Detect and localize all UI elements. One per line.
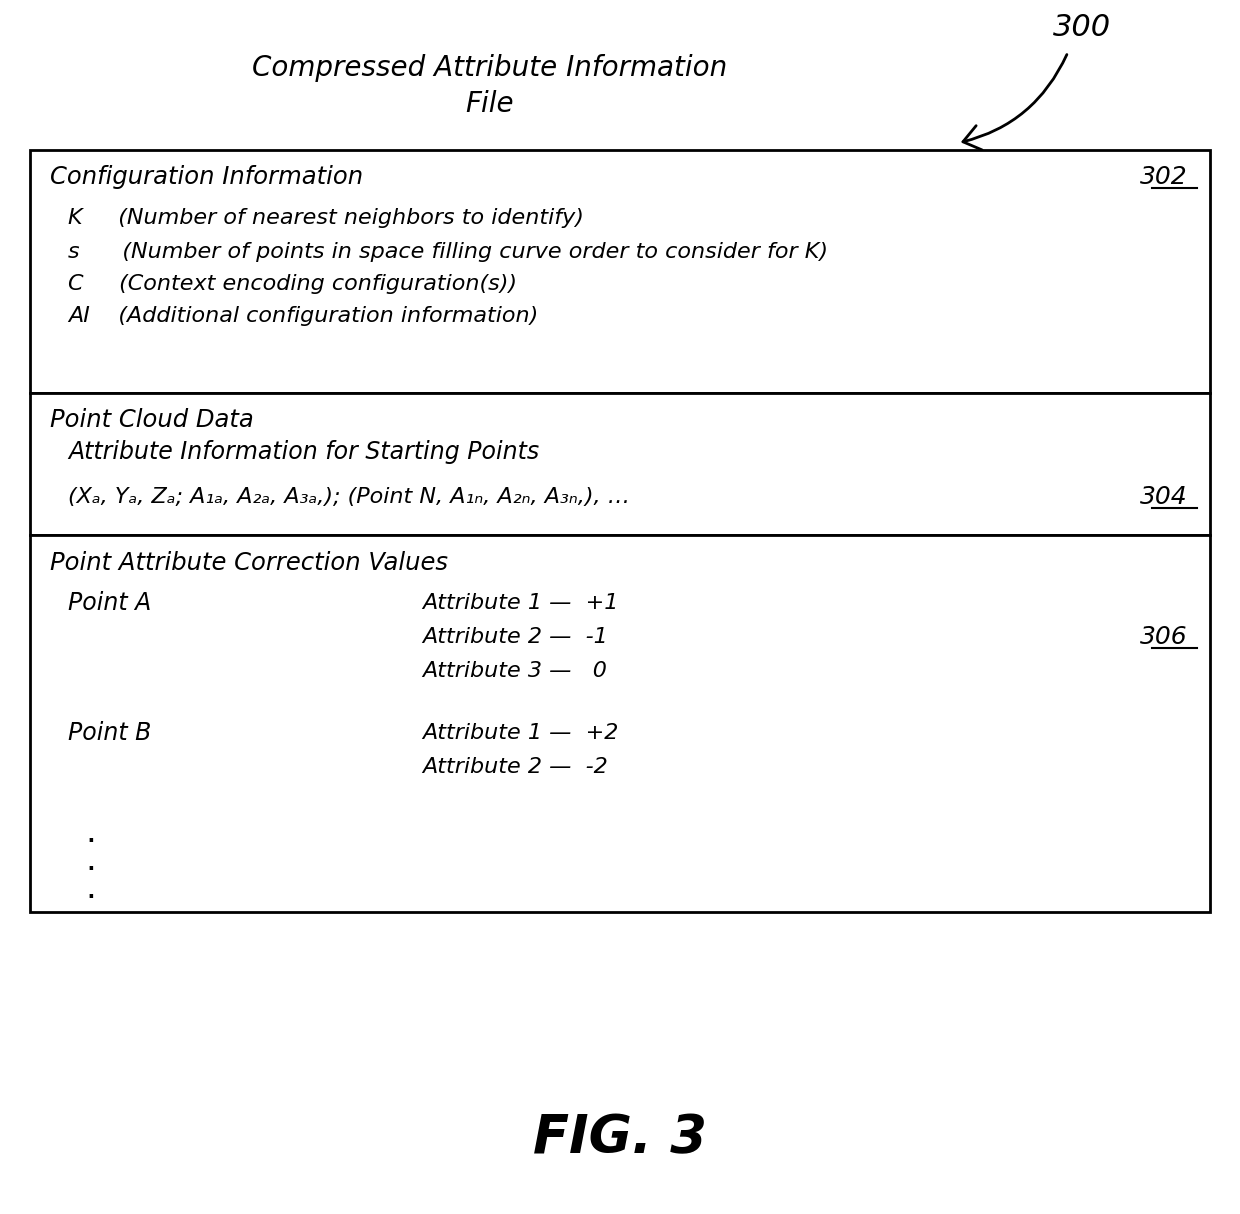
- Text: File: File: [466, 90, 515, 118]
- Text: Point A: Point A: [68, 591, 151, 615]
- Text: 302: 302: [1141, 165, 1188, 189]
- Text: FIG. 3: FIG. 3: [533, 1112, 707, 1164]
- Text: .: .: [86, 844, 95, 877]
- Text: Attribute 2 —  -1: Attribute 2 — -1: [422, 626, 608, 647]
- Text: .: .: [86, 872, 95, 904]
- Text: 300: 300: [1053, 13, 1111, 42]
- Text: 304: 304: [1141, 486, 1188, 509]
- Bar: [30, 535, 1210, 912]
- Bar: [30, 393, 1210, 535]
- Bar: [30, 151, 1210, 393]
- Text: Attribute 3 —   0: Attribute 3 — 0: [422, 660, 606, 681]
- Text: Point B: Point B: [68, 721, 151, 745]
- Text: Point Cloud Data: Point Cloud Data: [50, 408, 254, 432]
- Text: K     (Number of nearest neighbors to identify): K (Number of nearest neighbors to identi…: [68, 208, 584, 228]
- FancyArrowPatch shape: [963, 55, 1066, 151]
- Text: Point Attribute Correction Values: Point Attribute Correction Values: [50, 551, 448, 575]
- Text: Attribute 1 —  +2: Attribute 1 — +2: [422, 724, 619, 743]
- Text: (Xₐ, Yₐ, Zₐ; A₁ₐ, A₂ₐ, A₃ₐ,); (Point N, A₁ₙ, A₂ₙ, A₃ₙ,), …: (Xₐ, Yₐ, Zₐ; A₁ₐ, A₂ₐ, A₃ₐ,); (Point N, …: [68, 487, 630, 507]
- Text: Attribute Information for Starting Points: Attribute Information for Starting Point…: [68, 439, 539, 464]
- Text: AI    (Additional configuration information): AI (Additional configuration information…: [68, 306, 538, 327]
- Text: .: .: [86, 816, 95, 849]
- Text: 306: 306: [1141, 625, 1188, 649]
- Text: Configuration Information: Configuration Information: [50, 165, 363, 189]
- Text: Attribute 1 —  +1: Attribute 1 — +1: [422, 592, 619, 613]
- Text: s      (Number of points in space filling curve order to consider for K): s (Number of points in space filling cur…: [68, 242, 828, 262]
- Text: C     (Context encoding configuration(s)): C (Context encoding configuration(s)): [68, 274, 517, 294]
- Text: Compressed Attribute Information: Compressed Attribute Information: [253, 53, 728, 83]
- Text: Attribute 2 —  -2: Attribute 2 — -2: [422, 758, 608, 777]
